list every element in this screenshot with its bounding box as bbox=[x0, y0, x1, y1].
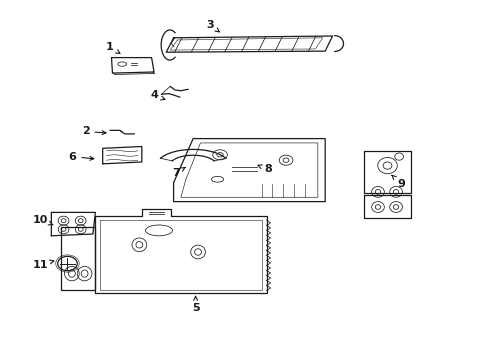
Text: 8: 8 bbox=[258, 164, 271, 174]
Text: 3: 3 bbox=[206, 20, 219, 32]
Text: 6: 6 bbox=[68, 152, 94, 162]
Text: 11: 11 bbox=[32, 260, 54, 270]
Text: 5: 5 bbox=[191, 296, 199, 313]
Text: 7: 7 bbox=[172, 167, 185, 178]
Text: 2: 2 bbox=[81, 126, 106, 136]
Text: 9: 9 bbox=[391, 175, 404, 189]
Text: 1: 1 bbox=[106, 42, 120, 54]
Text: 10: 10 bbox=[32, 215, 53, 225]
Text: 4: 4 bbox=[150, 90, 164, 100]
